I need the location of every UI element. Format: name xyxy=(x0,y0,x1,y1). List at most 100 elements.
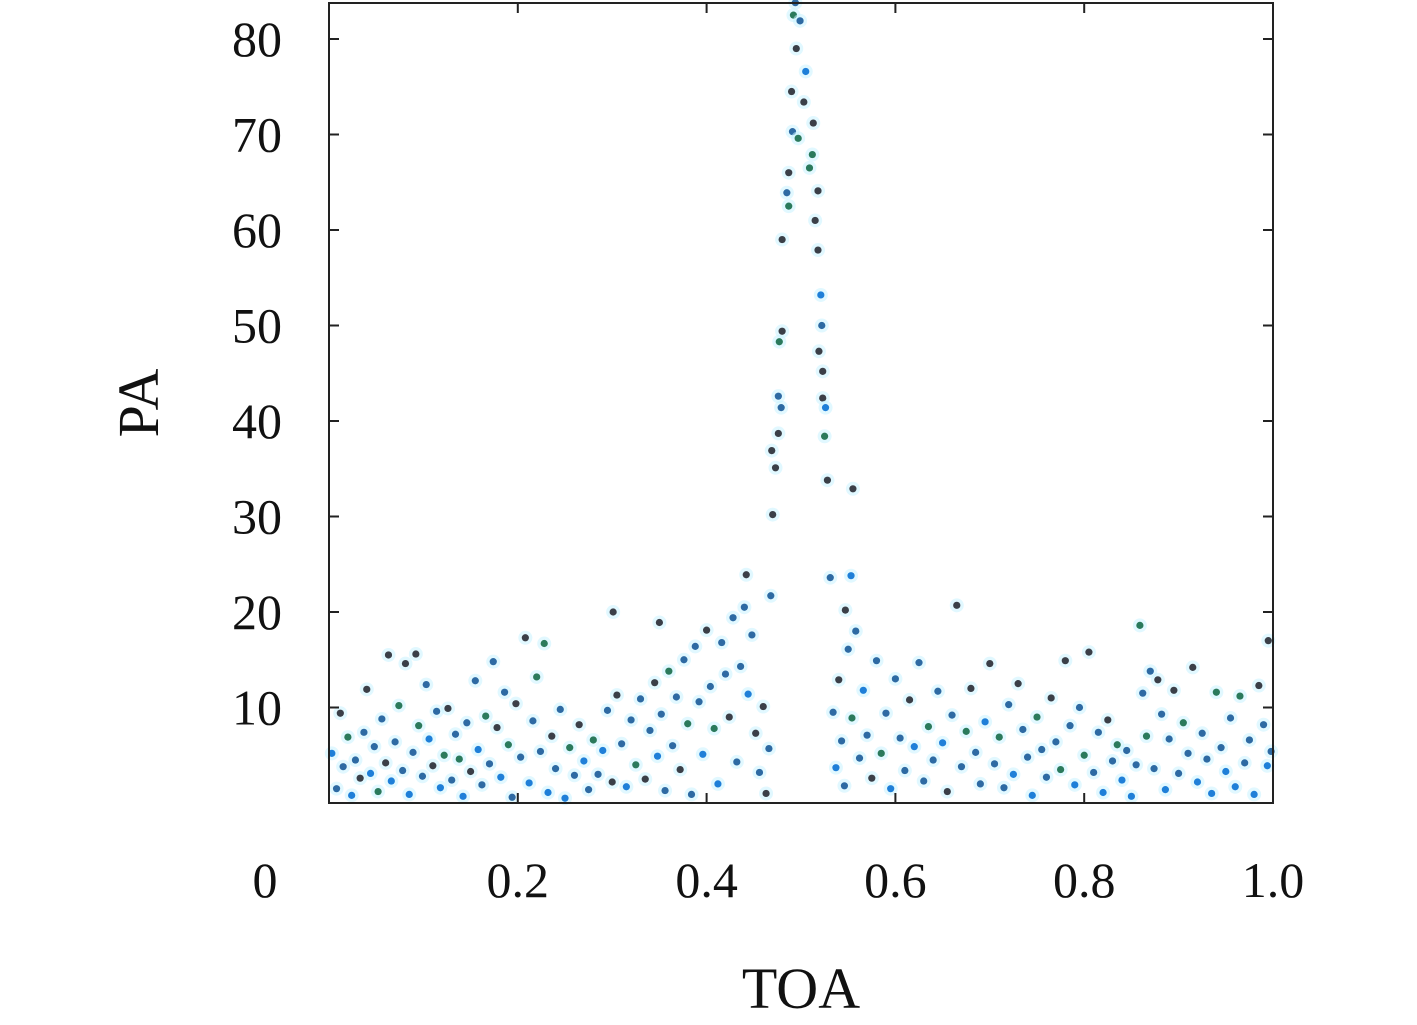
data-point xyxy=(493,723,501,732)
data-point xyxy=(356,774,364,782)
data-point xyxy=(920,777,928,785)
data-point xyxy=(819,394,827,402)
data-point xyxy=(1099,788,1107,797)
data-point xyxy=(1000,784,1008,792)
data-point xyxy=(603,706,612,714)
data-point xyxy=(796,17,804,25)
data-point xyxy=(405,790,413,799)
data-point xyxy=(384,651,393,659)
data-point xyxy=(829,708,837,716)
data-point xyxy=(783,189,791,197)
data-point xyxy=(841,606,849,614)
data-point xyxy=(771,464,780,472)
data-point xyxy=(1165,735,1173,743)
y-axis-label: PA xyxy=(106,368,171,437)
data-point xyxy=(1023,753,1032,761)
data-point xyxy=(485,760,494,768)
data-point xyxy=(823,476,832,484)
data-point xyxy=(448,776,456,784)
x-tick-label: 0.6 xyxy=(864,852,927,908)
data-point xyxy=(768,447,776,455)
data-point xyxy=(990,760,999,768)
data-point xyxy=(1028,791,1036,799)
data-point xyxy=(1132,761,1140,769)
data-point xyxy=(1139,689,1147,697)
data-point xyxy=(748,631,756,639)
data-point xyxy=(1005,701,1013,709)
data-point xyxy=(896,734,904,742)
data-point xyxy=(863,731,871,739)
data-point xyxy=(412,650,420,658)
data-point xyxy=(1184,749,1192,757)
data-point xyxy=(787,87,796,96)
data-point xyxy=(609,608,617,616)
data-point xyxy=(525,779,533,787)
data-point xyxy=(1231,783,1239,791)
data-point xyxy=(800,98,808,106)
data-point xyxy=(733,758,741,766)
data-point xyxy=(1222,767,1230,776)
data-point xyxy=(821,404,830,412)
data-point xyxy=(1019,725,1027,734)
data-point xyxy=(1052,738,1060,746)
data-point xyxy=(691,642,699,650)
data-point xyxy=(391,738,399,746)
data-point xyxy=(613,691,621,699)
data-point xyxy=(328,749,336,757)
data-point xyxy=(548,732,556,740)
data-point xyxy=(1080,751,1088,759)
data-point xyxy=(835,676,843,684)
data-point xyxy=(1075,703,1084,712)
data-point xyxy=(422,680,430,689)
data-point xyxy=(967,684,975,693)
data-point xyxy=(489,658,497,666)
data-point xyxy=(769,510,777,519)
data-point xyxy=(877,749,885,757)
data-point xyxy=(348,791,356,799)
x-tick-label: 1.0 xyxy=(1242,852,1305,908)
y-tick-label: 70 xyxy=(232,107,282,163)
data-point xyxy=(817,291,825,299)
data-point xyxy=(1047,694,1055,702)
data-point xyxy=(752,729,760,737)
data-point xyxy=(467,767,475,776)
data-point xyxy=(651,679,659,687)
data-point xyxy=(533,673,541,681)
data-point xyxy=(1255,681,1263,690)
data-point xyxy=(809,119,817,127)
data-point xyxy=(995,733,1003,741)
data-point xyxy=(425,735,433,743)
data-point xyxy=(672,693,680,701)
data-point xyxy=(1009,770,1018,778)
data-point xyxy=(775,338,783,346)
data-point xyxy=(1123,746,1131,755)
data-point xyxy=(915,659,923,667)
data-point xyxy=(1264,637,1272,645)
data-point xyxy=(433,707,441,715)
data-point xyxy=(943,787,951,796)
data-point xyxy=(953,601,961,609)
data-point xyxy=(594,770,602,778)
data-point xyxy=(957,763,966,771)
data-point xyxy=(478,781,486,789)
data-point xyxy=(699,750,707,758)
data-point xyxy=(608,778,616,786)
data-point xyxy=(859,686,867,694)
data-point xyxy=(575,721,583,729)
data-point xyxy=(374,787,382,796)
data-point xyxy=(706,682,714,691)
data-point xyxy=(1259,721,1268,729)
data-point xyxy=(1118,776,1126,784)
data-point xyxy=(765,744,773,753)
data-point xyxy=(1142,732,1151,740)
data-point xyxy=(1226,714,1235,722)
data-point xyxy=(418,772,427,780)
data-point xyxy=(655,618,664,627)
data-point xyxy=(1146,667,1154,675)
data-point xyxy=(1241,759,1249,767)
data-point xyxy=(1150,765,1158,773)
data-point xyxy=(777,404,785,412)
data-point xyxy=(1042,773,1051,781)
data-point xyxy=(934,687,942,695)
data-point xyxy=(1250,790,1258,799)
